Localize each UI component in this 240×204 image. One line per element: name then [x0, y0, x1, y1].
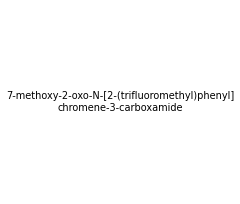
Text: 7-methoxy-2-oxo-N-[2-(trifluoromethyl)phenyl]
chromene-3-carboxamide: 7-methoxy-2-oxo-N-[2-(trifluoromethyl)ph…	[6, 91, 234, 113]
